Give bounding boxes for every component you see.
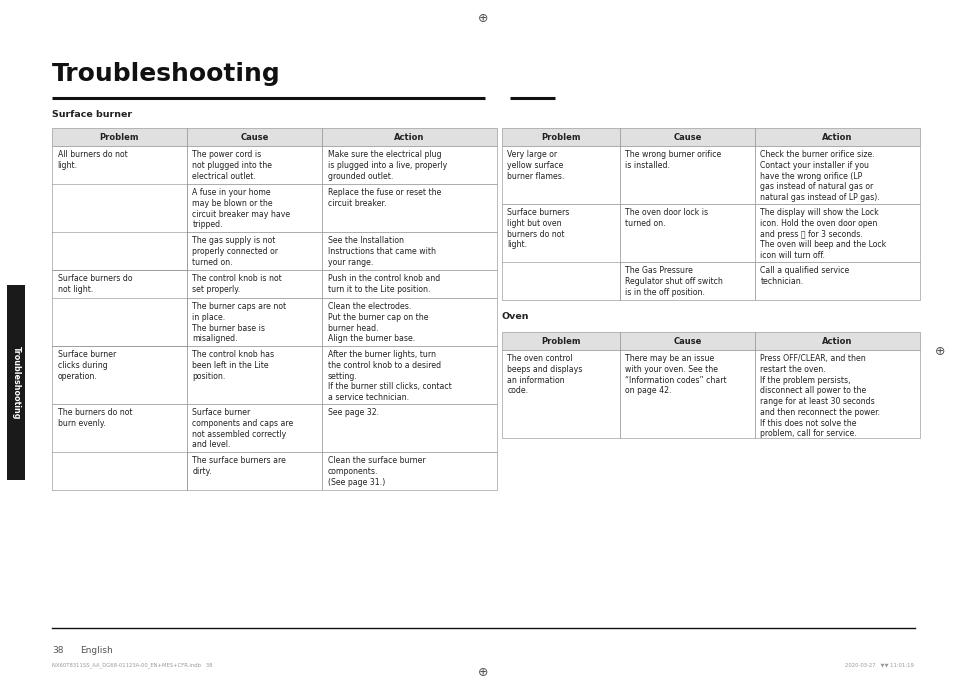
Bar	[187, 452, 322, 490]
Bar	[501, 350, 619, 438]
Text: ⊕: ⊕	[477, 11, 488, 24]
Text: Very large or
yellow surface
burner flames.: Very large or yellow surface burner flam…	[507, 150, 564, 180]
Bar	[322, 452, 497, 490]
Text: Cause: Cause	[673, 336, 701, 345]
Bar	[619, 146, 754, 204]
Bar	[619, 128, 754, 146]
Bar	[619, 262, 754, 300]
Text: Cause: Cause	[673, 133, 701, 141]
Bar	[501, 332, 619, 350]
Bar	[501, 146, 619, 204]
Text: Clean the surface burner
components.
(See page 31.): Clean the surface burner components. (Se…	[327, 456, 425, 487]
Text: Replace the fuse or reset the
circuit breaker.: Replace the fuse or reset the circuit br…	[327, 188, 440, 208]
Text: Push in the control knob and
turn it to the Lite position.: Push in the control knob and turn it to …	[327, 274, 439, 294]
Bar	[322, 404, 497, 452]
Text: Oven: Oven	[501, 312, 529, 321]
Text: The wrong burner orifice
is installed.: The wrong burner orifice is installed.	[625, 150, 721, 170]
Bar	[187, 232, 322, 270]
Text: Cause: Cause	[240, 133, 269, 141]
Bar	[754, 204, 919, 262]
Bar	[754, 350, 919, 438]
Text: Surface burners
light but oven
burners do not
light.: Surface burners light but oven burners d…	[507, 208, 569, 250]
Text: Problem: Problem	[540, 133, 580, 141]
Text: Action: Action	[821, 133, 852, 141]
Text: The burner caps are not
in place.
The burner base is
misaligned.: The burner caps are not in place. The bu…	[193, 302, 286, 343]
Text: See the Installation
Instructions that came with
your range.: See the Installation Instructions that c…	[327, 236, 435, 266]
Bar	[501, 204, 619, 262]
Text: Troubleshooting: Troubleshooting	[52, 62, 280, 86]
Text: ⊕: ⊕	[477, 665, 488, 679]
Text: The control knob is not
set properly.: The control knob is not set properly.	[193, 274, 282, 294]
Text: Surface burner: Surface burner	[52, 110, 132, 119]
Text: The control knob has
been left in the Lite
position.: The control knob has been left in the Li…	[193, 350, 274, 380]
Bar	[322, 346, 497, 404]
Bar	[187, 128, 322, 146]
Text: Action: Action	[394, 133, 424, 141]
Text: English: English	[80, 646, 112, 655]
Text: Press OFF/CLEAR, and then
restart the oven.
If the problem persists,
disconnect : Press OFF/CLEAR, and then restart the ov…	[760, 354, 880, 438]
Bar	[754, 128, 919, 146]
Bar	[619, 332, 754, 350]
Text: 2020-03-27   ▼▼ 11:01:19: 2020-03-27 ▼▼ 11:01:19	[844, 662, 913, 667]
Text: Surface burner
components and caps are
not assembled correctly
and level.: Surface burner components and caps are n…	[193, 408, 294, 449]
Text: NX60T8311SS_AA_DG68-01123A-00_EN+MES+CFR.indb   38: NX60T8311SS_AA_DG68-01123A-00_EN+MES+CFR…	[52, 662, 213, 668]
Text: There may be an issue
with your oven. See the
“Information codes” chart
on page : There may be an issue with your oven. Se…	[625, 354, 726, 395]
Bar	[187, 298, 322, 346]
Text: Surface burners do
not light.: Surface burners do not light.	[57, 274, 132, 294]
Text: See page 32.: See page 32.	[327, 408, 378, 417]
Bar	[754, 262, 919, 300]
Bar	[322, 184, 497, 232]
Bar	[52, 128, 187, 146]
Bar	[322, 128, 497, 146]
Bar	[322, 298, 497, 346]
Text: ⊕: ⊕	[934, 345, 944, 358]
Bar	[322, 146, 497, 184]
Text: The display will show the Lock
icon. Hold the oven door open
and press ⓡ for 3 s: The display will show the Lock icon. Hol…	[760, 208, 886, 260]
Text: Clean the electrodes.
Put the burner cap on the
burner head.
Align the burner ba: Clean the electrodes. Put the burner cap…	[327, 302, 428, 343]
Text: The gas supply is not
properly connected or
turned on.: The gas supply is not properly connected…	[193, 236, 278, 266]
Text: Problem: Problem	[100, 133, 139, 141]
Bar	[7, 285, 25, 480]
Bar	[754, 332, 919, 350]
Bar	[187, 270, 322, 298]
Bar	[187, 184, 322, 232]
Text: The oven control
beeps and displays
an information
code.: The oven control beeps and displays an i…	[507, 354, 582, 395]
Bar	[187, 146, 322, 184]
Bar	[52, 404, 187, 452]
Bar	[187, 404, 322, 452]
Bar	[619, 204, 754, 262]
Bar	[754, 146, 919, 204]
Bar	[501, 128, 619, 146]
Text: Check the burner orifice size.
Contact your installer if you
have the wrong orif: Check the burner orifice size. Contact y…	[760, 150, 880, 202]
Bar	[322, 270, 497, 298]
Bar	[187, 346, 322, 404]
Text: All burners do not
light.: All burners do not light.	[57, 150, 127, 170]
Text: Action: Action	[821, 336, 852, 345]
Text: Make sure the electrical plug
is plugged into a live, properly
grounded outlet.: Make sure the electrical plug is plugged…	[327, 150, 446, 180]
Text: Problem: Problem	[540, 336, 580, 345]
Bar	[52, 270, 187, 298]
Text: The burners do not
burn evenly.: The burners do not burn evenly.	[57, 408, 132, 428]
Text: Troubleshooting: Troubleshooting	[11, 346, 20, 419]
Bar	[52, 146, 187, 184]
Text: The surface burners are
dirty.: The surface burners are dirty.	[193, 456, 286, 476]
Text: Surface burner
clicks during
operation.: Surface burner clicks during operation.	[57, 350, 115, 380]
Bar	[322, 232, 497, 270]
Text: The Gas Pressure
Regulator shut off switch
is in the off position.: The Gas Pressure Regulator shut off swit…	[625, 266, 722, 296]
Text: Call a qualified service
technician.: Call a qualified service technician.	[760, 266, 849, 286]
Bar	[619, 350, 754, 438]
Text: After the burner lights, turn
the control knob to a desired
setting.
If the burn: After the burner lights, turn the contro…	[327, 350, 451, 402]
Text: The oven door lock is
turned on.: The oven door lock is turned on.	[625, 208, 708, 228]
Bar	[52, 346, 187, 404]
Text: The power cord is
not plugged into the
electrical outlet.: The power cord is not plugged into the e…	[193, 150, 273, 180]
Text: A fuse in your home
may be blown or the
circuit breaker may have
tripped.: A fuse in your home may be blown or the …	[193, 188, 291, 229]
Text: 38: 38	[52, 646, 64, 655]
